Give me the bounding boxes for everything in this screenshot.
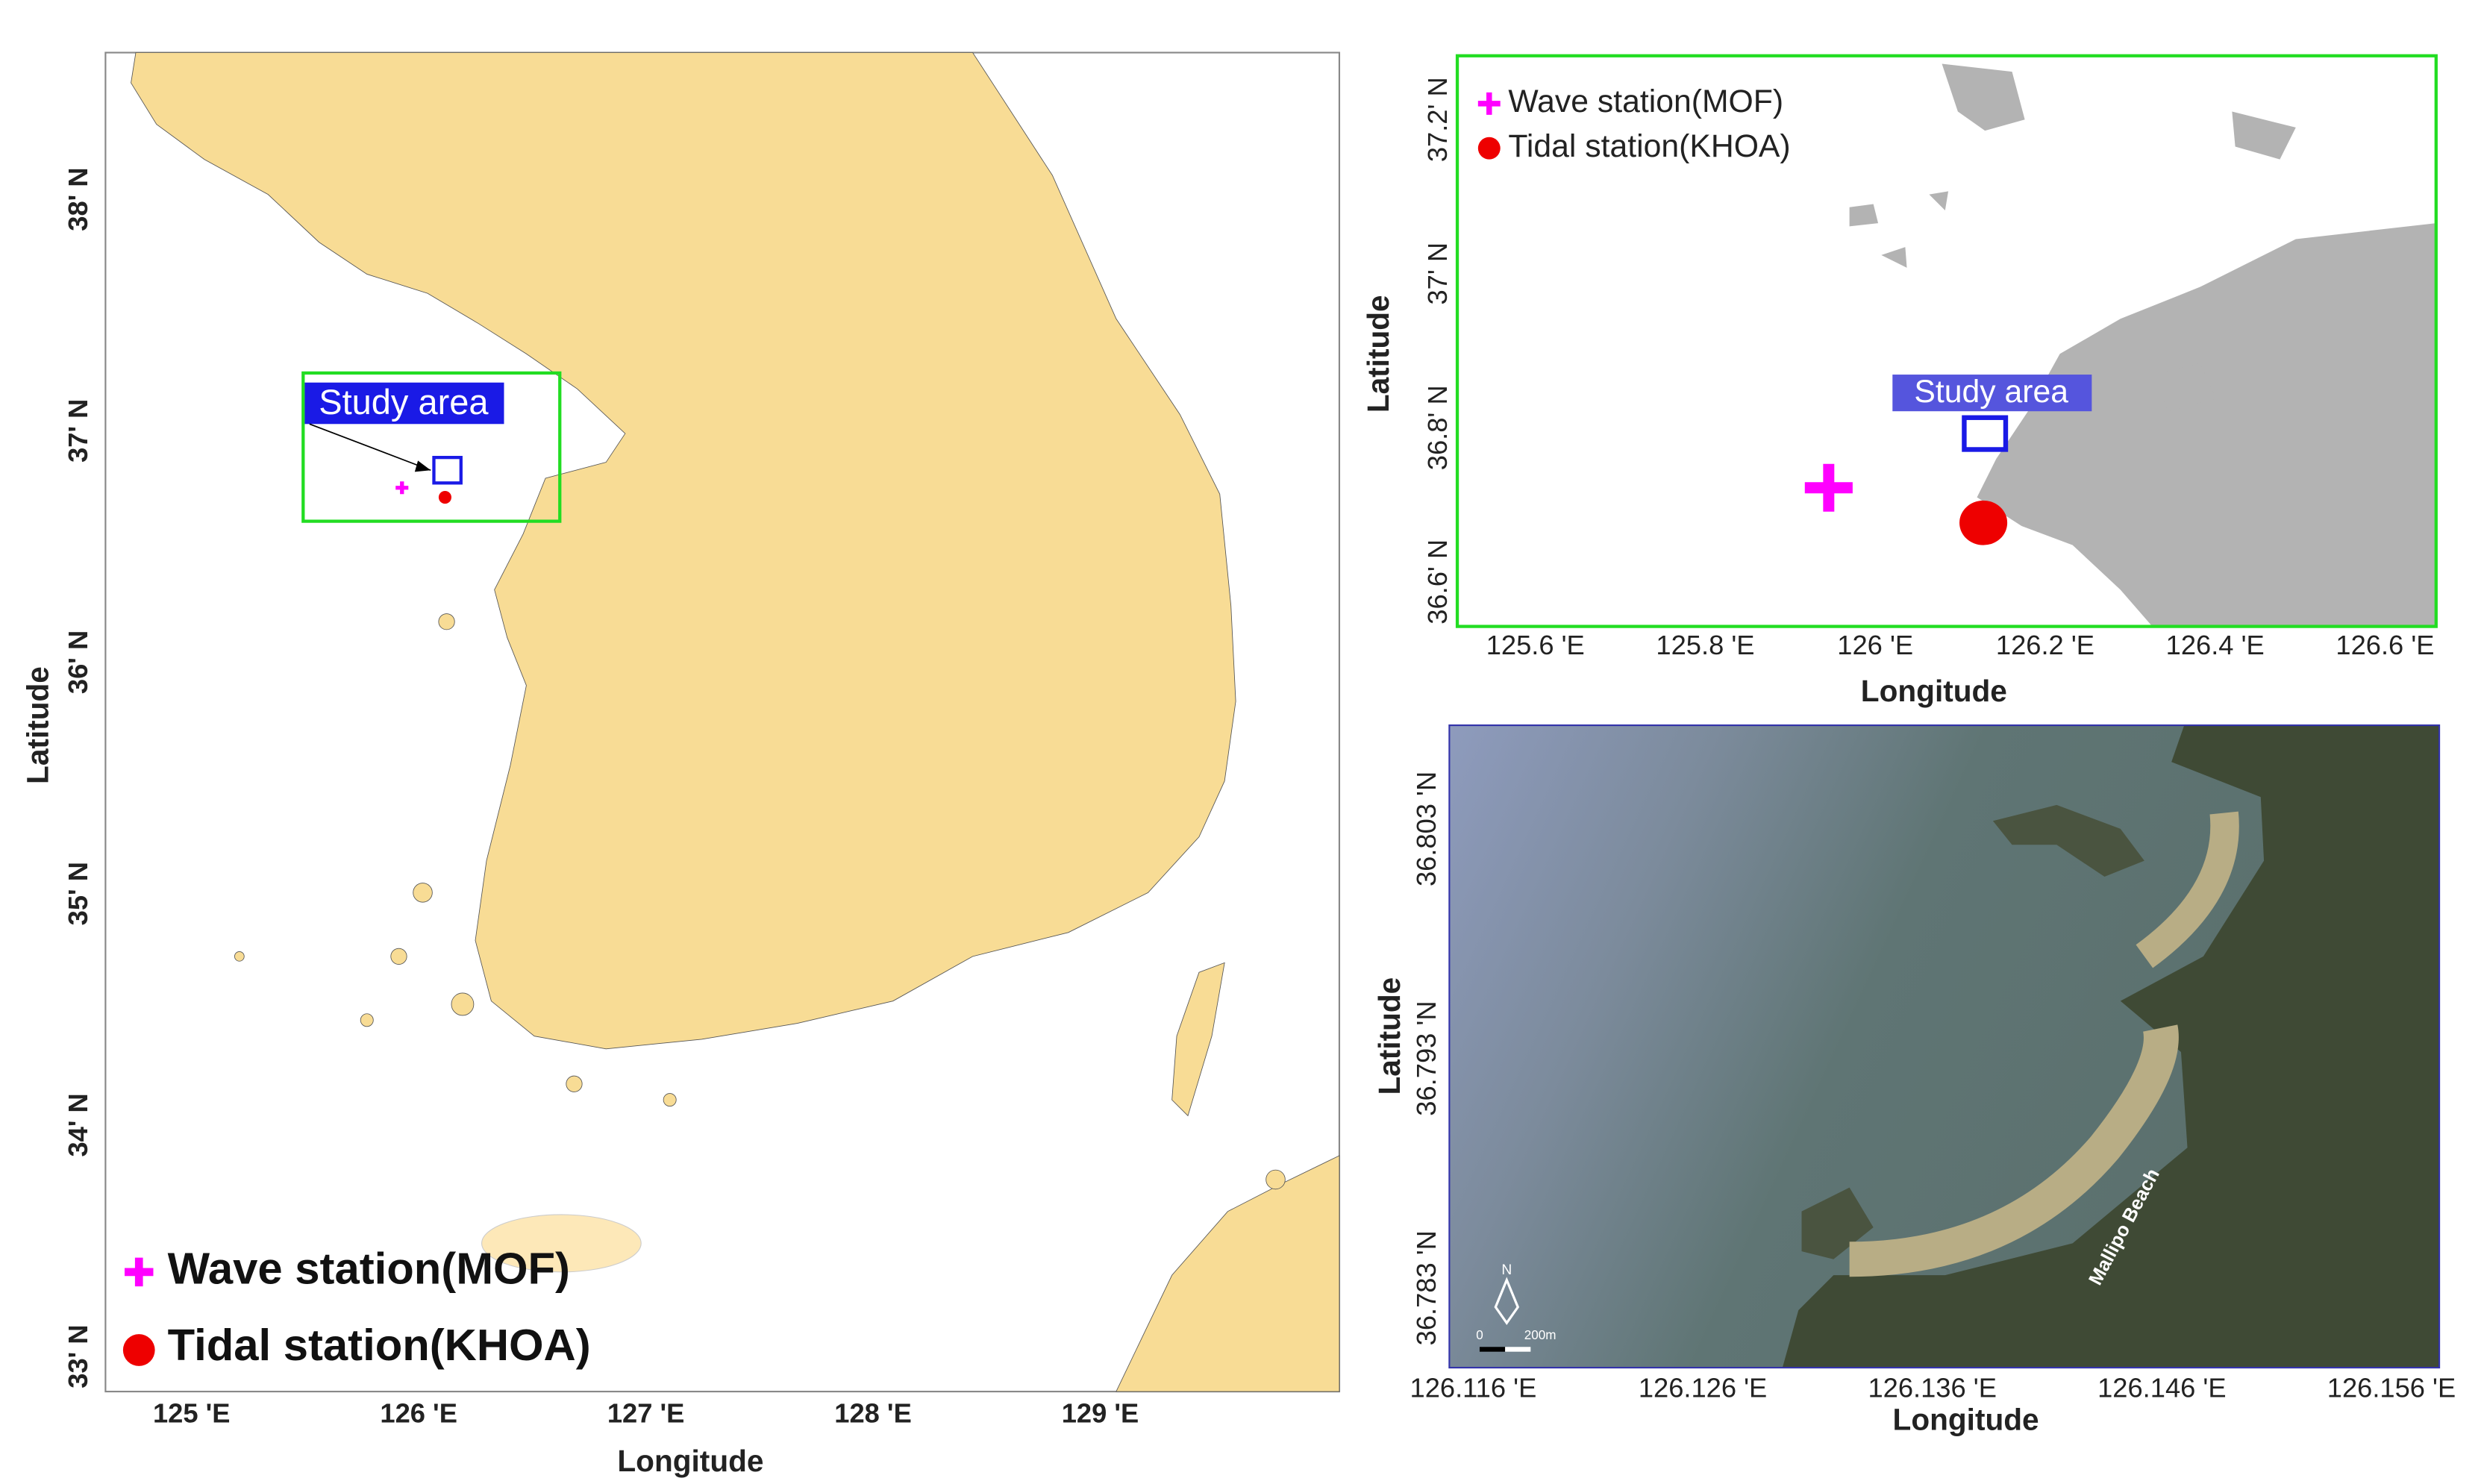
y-tick-label: 33' N [63, 1324, 93, 1388]
legend-label: Wave station(MOF) [1508, 84, 1783, 119]
scale-bar [1505, 1347, 1531, 1352]
label-background [304, 382, 504, 425]
map-frame [1455, 54, 2438, 628]
x-axis-title: Longitude [1893, 1402, 2039, 1436]
land [1782, 725, 2440, 1368]
x-tick-label: 128 'E [834, 1398, 911, 1429]
north-label: N [1501, 1262, 1512, 1278]
inset-map: Study area Wave station(MOF) Tidal stati… [1361, 54, 2438, 708]
x-tick-label: 126 'E [380, 1398, 457, 1429]
land [131, 52, 1236, 1050]
land [1171, 962, 1225, 1117]
study-area-label: Study area [319, 382, 489, 422]
study-area-box [432, 456, 463, 485]
legend-label: Tidal station(KHOA) [168, 1320, 591, 1370]
y-tick-label: 36.793 'N [1411, 1001, 1442, 1115]
wave-station-marker [1804, 463, 1853, 512]
x-tick-label: 126.4 'E [2166, 630, 2265, 660]
legend-symbol [1477, 92, 1501, 115]
x-tick-label: 125 'E [153, 1398, 231, 1429]
islands [234, 613, 1286, 1190]
north-arrow [1494, 1277, 1520, 1326]
y-tick-label: 36.783 'N [1411, 1230, 1442, 1345]
x-tick-label: 126 'E [1837, 630, 1913, 660]
wave-station-marker [395, 481, 409, 495]
x-tick-label: 126.156 'E [2327, 1373, 2456, 1403]
study-area-box [1962, 415, 2009, 452]
y-tick-label: 36.8' N [1422, 385, 1453, 470]
satellite-map: Mallipo Beach N 0 200m Longitude Latitud… [1372, 724, 2441, 1436]
x-tick-label: 125.8 'E [1656, 630, 1754, 660]
x-tick-label: 129 'E [1062, 1398, 1139, 1429]
x-tick-label: 127 'E [607, 1398, 685, 1429]
study-region-box [301, 371, 562, 523]
land [1977, 223, 2436, 627]
x-axis-title: Longitude [1861, 674, 2007, 708]
y-tick-label: 34' N [63, 1093, 93, 1156]
x-tick-label: 126.116 'E [1410, 1373, 1537, 1403]
arrow-head [414, 460, 431, 472]
y-tick-label: 36.6' N [1422, 539, 1453, 624]
y-axis-title: Latitude [21, 666, 55, 784]
legend-label: Wave station(MOF) [168, 1244, 570, 1294]
y-tick-label: 37' N [1422, 242, 1453, 305]
scale-bar [1479, 1347, 1506, 1352]
x-axis-title: Longitude [617, 1444, 763, 1478]
y-tick-label: 37.2' N [1422, 77, 1453, 162]
legend-label: Tidal station(KHOA) [1508, 128, 1790, 164]
jeju-island [481, 1214, 642, 1273]
x-tick-label: 126.2 'E [1996, 630, 2094, 660]
y-tick-label: 37' N [63, 399, 93, 463]
scale-label: 200m [1524, 1328, 1557, 1342]
label-background [1892, 375, 2092, 412]
scale-label: 0 [1476, 1328, 1483, 1342]
y-tick-label: 36' N [63, 630, 93, 694]
y-axis-title: Latitude [1361, 295, 1395, 413]
legend-symbol [1477, 137, 1501, 160]
study-area-label: Study area [1914, 374, 2068, 410]
y-tick-label: 38' N [63, 167, 93, 231]
x-tick-label: 125.6 'E [1486, 630, 1585, 660]
x-tick-label: 126.126 'E [1639, 1373, 1767, 1403]
left-map: Study area Wave station(MOF) Tidal stati… [21, 51, 1341, 1478]
x-tick-label: 126.6 'E [2335, 630, 2434, 660]
beach [1849, 1024, 2179, 1277]
y-tick-label: 35' N [63, 862, 93, 925]
legend-symbol [125, 1257, 154, 1287]
land [1801, 804, 2144, 1259]
tidal-station-marker [438, 491, 451, 504]
tidal-station-marker [1959, 500, 2008, 545]
y-tick-label: 36.803 'N [1411, 771, 1442, 886]
y-axis-title: Latitude [1372, 977, 1407, 1095]
legend-symbol [122, 1334, 155, 1366]
beach [2136, 811, 2239, 968]
x-tick-label: 126.146 'E [2097, 1373, 2226, 1403]
arrow [309, 423, 431, 472]
map-frame [1448, 724, 2441, 1369]
x-tick-label: 126.136 'E [1868, 1373, 1996, 1403]
